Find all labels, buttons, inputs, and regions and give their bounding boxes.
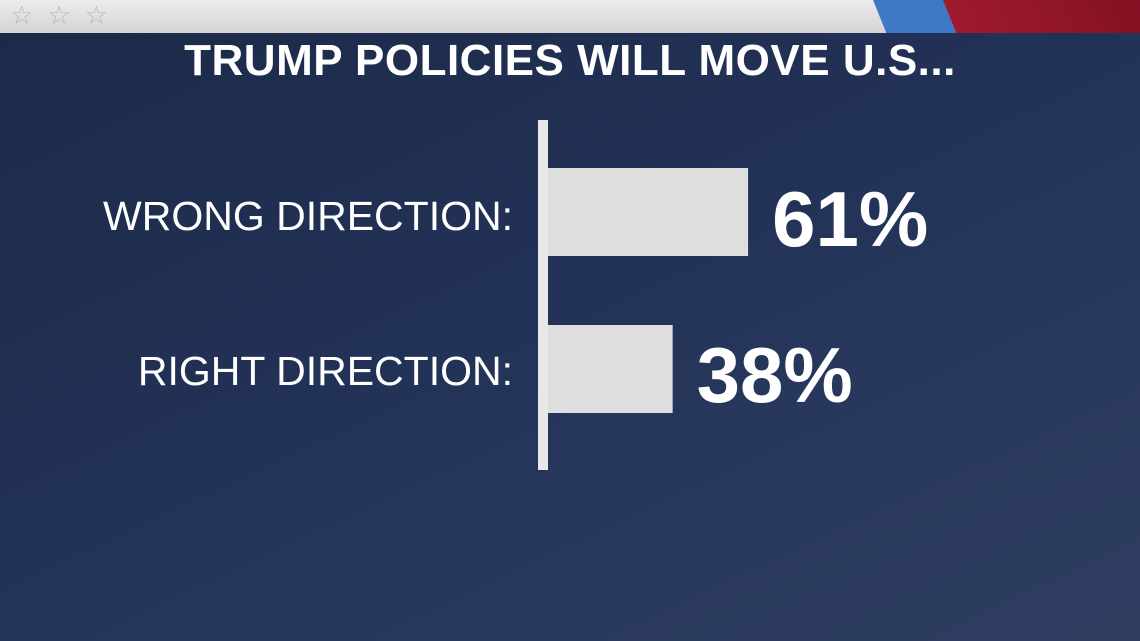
star-icon: ☆ — [47, 1, 71, 31]
top-banner: ☆ ☆ ☆ — [0, 0, 1140, 33]
star-icon: ☆ — [10, 1, 34, 31]
category-label: WRONG DIRECTION: — [103, 193, 513, 239]
category-label: RIGHT DIRECTION: — [138, 348, 513, 394]
bar — [548, 168, 749, 256]
value-label: 38% — [697, 331, 853, 419]
stars-group: ☆ ☆ ☆ — [10, 2, 108, 30]
bar — [548, 325, 673, 413]
value-label: 61% — [772, 175, 928, 263]
star-icon: ☆ — [84, 1, 108, 31]
axis-line — [538, 120, 548, 470]
chart-title: TRUMP POLICIES WILL MOVE U.S... — [184, 36, 956, 85]
